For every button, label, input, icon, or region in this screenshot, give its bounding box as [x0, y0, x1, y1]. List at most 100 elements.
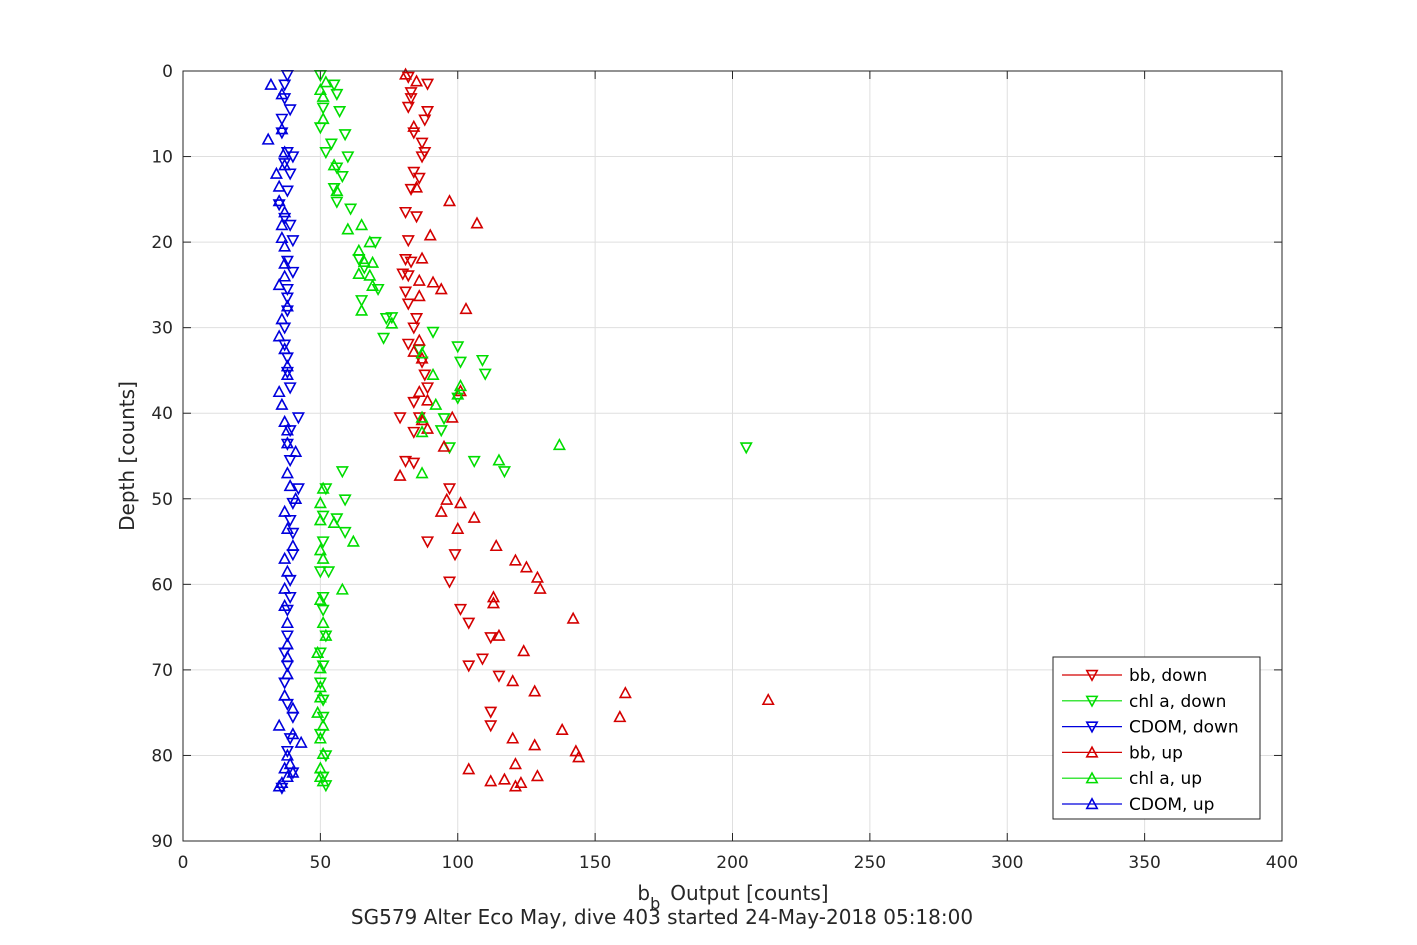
y-tick-label: 80 — [151, 746, 173, 766]
data-point — [330, 196, 344, 209]
data-point — [264, 77, 278, 90]
data-point — [489, 538, 503, 552]
legend-marker — [1085, 771, 1099, 784]
data-point — [401, 338, 415, 351]
x-tick-label: 300 — [991, 853, 1023, 873]
data-point — [289, 444, 303, 457]
data-point — [434, 282, 448, 295]
legend-marker — [1085, 669, 1099, 682]
data-point — [393, 412, 407, 425]
data-point — [399, 206, 413, 220]
data-point — [316, 604, 330, 617]
data-point — [429, 397, 443, 410]
data-point — [407, 457, 421, 470]
data-point — [311, 705, 325, 718]
data-point — [407, 344, 421, 357]
data-point — [316, 112, 330, 125]
data-point — [415, 251, 429, 264]
data-point — [338, 494, 352, 507]
data-point — [437, 413, 451, 426]
data-point — [316, 536, 330, 549]
data-point — [451, 387, 465, 400]
data-point — [316, 551, 330, 564]
data-point — [333, 105, 347, 119]
y-tick-label: 20 — [151, 233, 173, 253]
data-point — [492, 453, 506, 466]
data-point — [313, 647, 327, 660]
data-point — [272, 278, 286, 291]
legend-label: chl a, down — [1129, 692, 1226, 712]
data-point — [316, 615, 330, 629]
data-point — [313, 690, 327, 703]
legend-marker — [1085, 745, 1099, 758]
x-tick-label: 400 — [1266, 853, 1298, 873]
data-point — [572, 750, 586, 763]
data-point — [313, 566, 327, 579]
legend-marker — [1085, 695, 1099, 708]
legend-marker — [1085, 721, 1099, 734]
data-point — [451, 341, 465, 354]
data-point — [272, 779, 286, 792]
data-point — [338, 526, 352, 540]
data-point — [335, 466, 349, 479]
data-point — [613, 710, 627, 723]
data-point — [418, 114, 432, 127]
data-point — [453, 356, 468, 369]
data-point — [352, 266, 366, 279]
data-point — [420, 393, 435, 406]
data-point — [319, 75, 333, 88]
data-point — [357, 262, 371, 275]
data-point — [280, 745, 294, 759]
data-point — [319, 147, 333, 160]
data-point — [275, 122, 289, 135]
data-point — [761, 692, 775, 706]
data-point — [407, 396, 421, 409]
data-point — [412, 273, 426, 286]
data-point — [533, 581, 547, 594]
data-point — [275, 113, 289, 126]
x-axis-label: bb Output [counts] — [637, 881, 828, 913]
data-point — [278, 414, 292, 427]
data-point — [330, 162, 344, 175]
data-point — [492, 628, 506, 641]
data-point — [399, 67, 413, 80]
data-point — [280, 564, 294, 577]
data-point — [442, 194, 457, 207]
data-point — [409, 211, 424, 224]
data-point — [355, 218, 369, 231]
data-point — [508, 757, 522, 770]
data-point — [475, 354, 490, 368]
data-point — [330, 183, 344, 196]
data-point — [291, 412, 305, 425]
data-point — [316, 102, 330, 115]
data-point — [566, 611, 580, 624]
y-tick-label: 40 — [151, 404, 173, 424]
data-point — [346, 534, 360, 547]
data-point — [272, 179, 286, 192]
data-point — [338, 129, 352, 142]
data-point — [486, 590, 501, 603]
data-point — [278, 239, 292, 252]
data-point — [316, 89, 330, 102]
data-point — [434, 504, 448, 517]
data-point — [330, 88, 344, 101]
data-point — [377, 332, 391, 345]
data-point — [393, 468, 407, 481]
legend-label: CDOM, up — [1129, 795, 1214, 815]
data-point — [506, 674, 520, 687]
data-point — [484, 706, 498, 719]
data-point — [409, 180, 424, 193]
data-point — [280, 366, 294, 380]
data-point — [484, 720, 498, 733]
data-point — [316, 591, 330, 605]
data-point — [278, 205, 292, 218]
data-point — [385, 316, 399, 329]
data-point — [440, 492, 454, 505]
data-point — [313, 82, 327, 96]
data-point — [448, 549, 462, 562]
data-point — [407, 426, 421, 439]
data-point — [404, 87, 418, 100]
data-point — [404, 256, 418, 269]
data-point — [451, 521, 465, 534]
series-3 — [393, 67, 775, 792]
